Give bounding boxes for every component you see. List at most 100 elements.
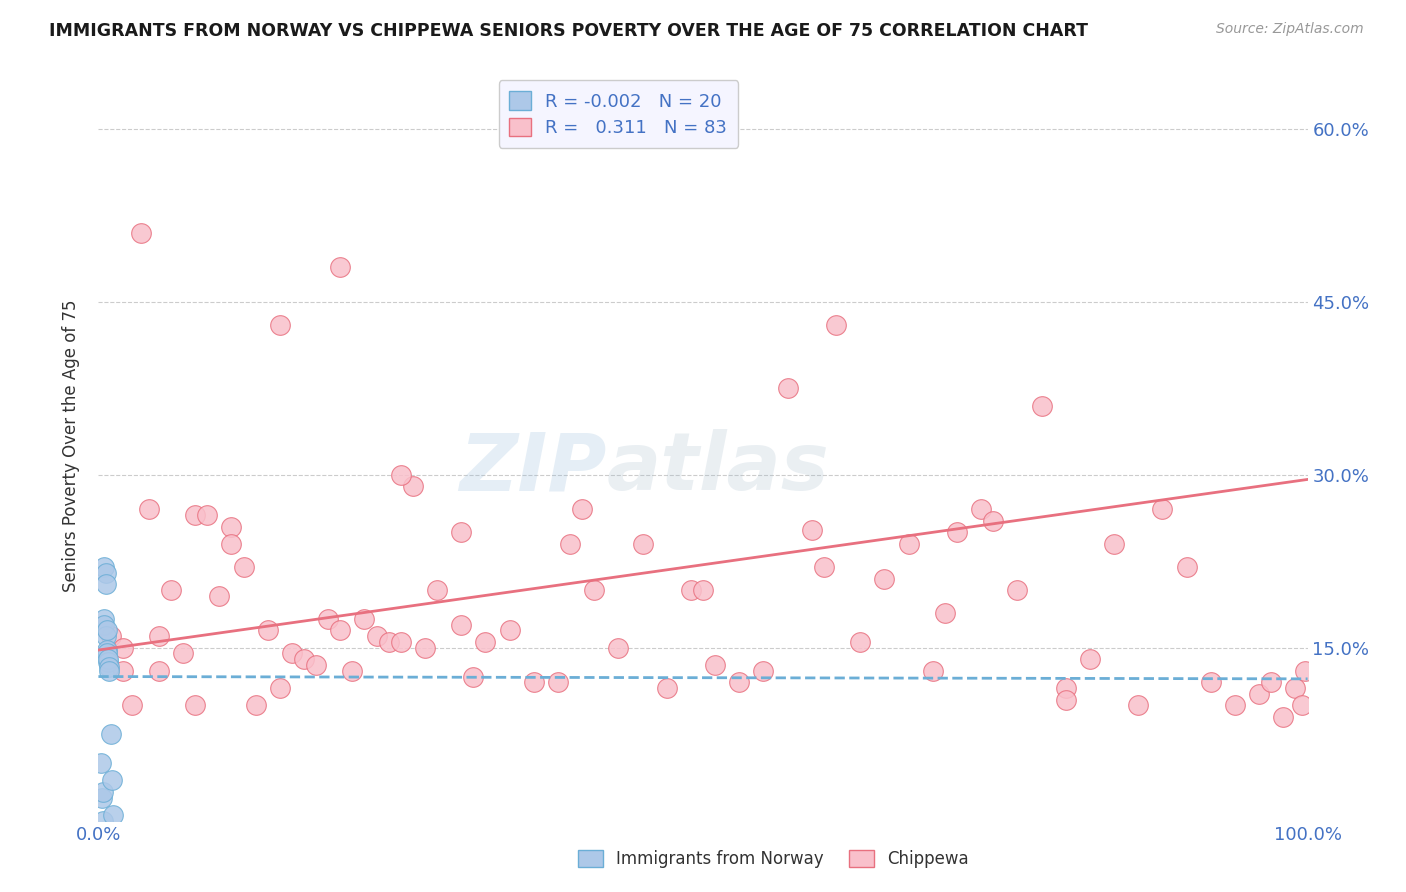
Point <box>1249 687 1271 701</box>
Point <box>316 612 339 626</box>
Point <box>825 318 848 332</box>
Point <box>245 698 267 713</box>
Point <box>981 514 1004 528</box>
Point <box>94 629 117 643</box>
Point <box>752 664 775 678</box>
Point <box>1175 560 1198 574</box>
Point <box>129 226 152 240</box>
Text: Source: ZipAtlas.com: Source: ZipAtlas.com <box>1216 22 1364 37</box>
Point <box>100 773 122 788</box>
Point <box>547 675 569 690</box>
Point <box>256 624 278 638</box>
Point <box>305 658 328 673</box>
Point <box>1054 692 1077 706</box>
Point <box>1284 681 1306 695</box>
Point <box>970 502 993 516</box>
Point <box>704 658 727 673</box>
Point <box>148 629 170 643</box>
Point <box>413 640 436 655</box>
Point <box>100 629 122 643</box>
Point <box>631 537 654 551</box>
Point <box>96 647 118 661</box>
Point <box>329 624 352 638</box>
Point <box>138 502 160 516</box>
Point <box>329 260 352 275</box>
Point <box>583 583 606 598</box>
Point <box>96 643 118 657</box>
Point <box>692 583 714 598</box>
Point <box>269 681 291 695</box>
Point <box>91 785 114 799</box>
Point <box>292 652 315 666</box>
Point <box>1260 675 1282 690</box>
Point <box>921 664 943 678</box>
Point <box>100 727 122 741</box>
Point <box>402 479 425 493</box>
Point <box>776 381 799 395</box>
Point <box>1223 698 1246 713</box>
Point <box>98 664 121 678</box>
Point <box>184 698 207 713</box>
Point <box>121 698 143 713</box>
Point <box>1078 652 1101 666</box>
Point <box>1102 537 1125 551</box>
Text: atlas: atlas <box>606 429 830 508</box>
Point <box>94 566 117 580</box>
Point <box>93 617 115 632</box>
Point <box>389 467 412 482</box>
Point <box>655 681 678 695</box>
Point <box>1294 664 1316 678</box>
Point <box>91 814 114 828</box>
Legend: R = -0.002   N = 20, R =   0.311   N = 83: R = -0.002 N = 20, R = 0.311 N = 83 <box>499 80 738 148</box>
Point <box>450 617 472 632</box>
Point <box>148 664 170 678</box>
Point <box>1152 502 1174 516</box>
Point <box>1199 675 1222 690</box>
Point <box>281 647 304 661</box>
Point <box>679 583 702 598</box>
Point <box>101 808 124 822</box>
Point <box>426 583 449 598</box>
Point <box>934 606 956 620</box>
Point <box>571 502 593 516</box>
Point <box>1291 698 1313 713</box>
Point <box>366 629 388 643</box>
Point <box>195 508 218 523</box>
Point <box>873 572 896 586</box>
Text: IMMIGRANTS FROM NORWAY VS CHIPPEWA SENIORS POVERTY OVER THE AGE OF 75 CORRELATIO: IMMIGRANTS FROM NORWAY VS CHIPPEWA SENIO… <box>49 22 1088 40</box>
Point <box>474 635 496 649</box>
Point <box>498 624 520 638</box>
Point <box>1054 681 1077 695</box>
Point <box>813 560 835 574</box>
Point <box>1128 698 1150 713</box>
Point <box>97 655 120 669</box>
Point <box>607 640 630 655</box>
Point <box>160 583 183 598</box>
Text: ZIP: ZIP <box>458 429 606 508</box>
Point <box>269 318 291 332</box>
Point <box>1272 710 1295 724</box>
Point <box>849 635 872 649</box>
Point <box>97 652 120 666</box>
Point <box>208 589 231 603</box>
Point <box>377 635 399 649</box>
Point <box>897 537 920 551</box>
Point <box>98 660 121 674</box>
Point <box>221 519 243 533</box>
Point <box>800 523 823 537</box>
Point <box>463 669 485 683</box>
Point <box>523 675 546 690</box>
Point <box>93 612 115 626</box>
Point <box>946 525 969 540</box>
Point <box>728 675 751 690</box>
Point <box>111 640 134 655</box>
Point <box>1031 399 1053 413</box>
Point <box>450 525 472 540</box>
Point <box>94 577 117 591</box>
Point <box>221 537 243 551</box>
Point <box>96 624 118 638</box>
Point <box>353 612 375 626</box>
Legend: Immigrants from Norway, Chippewa: Immigrants from Norway, Chippewa <box>571 843 976 875</box>
Point <box>389 635 412 649</box>
Point <box>232 560 254 574</box>
